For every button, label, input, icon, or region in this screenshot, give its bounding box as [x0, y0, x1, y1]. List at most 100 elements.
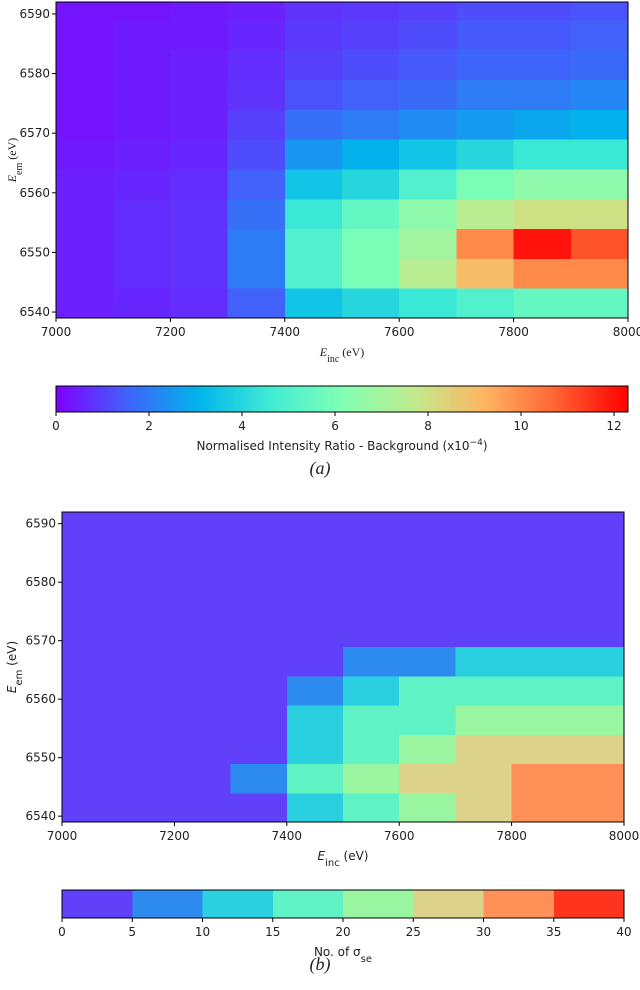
heatmap-cell [342, 168, 400, 200]
colorbar-segment [236, 890, 240, 918]
heatmap-cell [511, 529, 569, 560]
colorbar-segment [84, 386, 89, 412]
colorbar-segment [250, 890, 254, 918]
colorbar-segment [491, 890, 496, 918]
colorbar-segment [289, 890, 294, 918]
colorbar-segment [547, 386, 552, 412]
colorbar-segment [359, 890, 364, 918]
plot-frame [55, 1, 629, 319]
colorbar-segment [625, 386, 629, 412]
colorbar-segment [56, 386, 60, 412]
colorbar-segment [622, 386, 626, 412]
colorbar-segment [233, 386, 237, 412]
heatmap-cell [113, 228, 171, 259]
heatmap-cell [230, 763, 288, 794]
colorbar-segment [493, 386, 498, 412]
colorbar-segment [536, 386, 540, 412]
colorbar-segment [472, 890, 476, 918]
caption: (b) [310, 954, 331, 975]
heatmap-cell [170, 258, 229, 289]
colorbar-segment [199, 890, 204, 918]
colorbar-segment [368, 890, 372, 918]
colorbar-segment [110, 386, 114, 412]
colorbar-segment [224, 890, 229, 918]
colorbar-segment [556, 890, 560, 918]
heatmap-cell [513, 79, 572, 110]
colorbar-tick-label: 10 [195, 925, 210, 939]
heatmap-cell [286, 705, 344, 735]
heatmap-cell [342, 258, 400, 289]
colorbar-segment [168, 890, 173, 918]
heatmap-cell [118, 617, 175, 648]
colorbar-segment [559, 386, 563, 412]
colorbar-segment [292, 890, 296, 918]
x-tick-label: 7400 [270, 325, 301, 339]
colorbar-segment [570, 890, 575, 918]
heatmap-cell [456, 288, 515, 319]
colorbar-segment [453, 386, 457, 412]
heatmap-cell [227, 168, 286, 200]
heatmap-cell [56, 228, 114, 259]
colorbar-segment [438, 890, 442, 918]
heatmap-cell [343, 792, 400, 823]
heatmap-cell [62, 588, 119, 618]
heatmap-cell [456, 2, 515, 21]
colorbar-segment [511, 890, 516, 918]
colorbar-segment [432, 890, 437, 918]
colorbar-segment [390, 890, 395, 918]
y-tick-label: 6550 [25, 751, 56, 765]
colorbar-segment [419, 386, 423, 412]
colorbar-segment [96, 386, 100, 412]
colorbar-segment [135, 890, 139, 918]
heatmap-cell [170, 2, 229, 21]
colorbar-segment [328, 890, 333, 918]
colorbar-segment [407, 386, 412, 412]
colorbar-segment [327, 386, 332, 412]
colorbar-segment [482, 386, 486, 412]
colorbar-segment [320, 890, 324, 918]
colorbar-tick-label: 5 [128, 925, 136, 939]
heatmap-cell [174, 734, 232, 765]
heatmap-cell [456, 168, 515, 200]
colorbar-segment [284, 386, 289, 412]
colorbar-segment [264, 386, 269, 412]
colorbar-segment [442, 386, 446, 412]
heatmap-cell [513, 258, 572, 289]
colorbar-segment [253, 386, 257, 412]
colorbar-segment [106, 890, 111, 918]
colorbar-segment [204, 386, 209, 412]
heatmap-cell [399, 617, 456, 648]
colorbar-segment [430, 386, 435, 412]
colorbar-tick-label: 8 [424, 419, 432, 433]
colorbar-segment [153, 386, 157, 412]
heatmap-cell [118, 705, 175, 735]
heatmap-cell [62, 763, 119, 794]
colorbar-segment [508, 890, 513, 918]
heatmap-cell [399, 258, 457, 289]
colorbar-segment [261, 890, 265, 918]
heatmap-cell [62, 529, 119, 560]
heatmap-cell [286, 763, 344, 794]
colorbar-segment [64, 890, 69, 918]
colorbar-segment [384, 386, 389, 412]
colorbar-segment [316, 386, 320, 412]
colorbar-segment [402, 890, 406, 918]
heatmap-cell [286, 646, 344, 677]
colorbar-segment [610, 386, 615, 412]
colorbar-segment [473, 386, 478, 412]
heatmap-cell [455, 675, 513, 706]
heatmap-cell [174, 558, 232, 589]
colorbar-segment [514, 890, 518, 918]
colorbar-segment [187, 386, 192, 412]
colorbar-segment [193, 386, 197, 412]
colorbar-frame [55, 385, 629, 413]
colorbar-segment [98, 386, 103, 412]
colorbar-segment [533, 386, 538, 412]
x-tick-label: 7200 [155, 325, 186, 339]
colorbar-segment [118, 386, 123, 412]
colorbar-segment [548, 890, 552, 918]
colorbar-segment [621, 890, 625, 918]
colorbar-tick-label: 0 [52, 419, 60, 433]
y-axis-label-part: (eV) [5, 138, 19, 163]
heatmap-cell [56, 109, 114, 140]
